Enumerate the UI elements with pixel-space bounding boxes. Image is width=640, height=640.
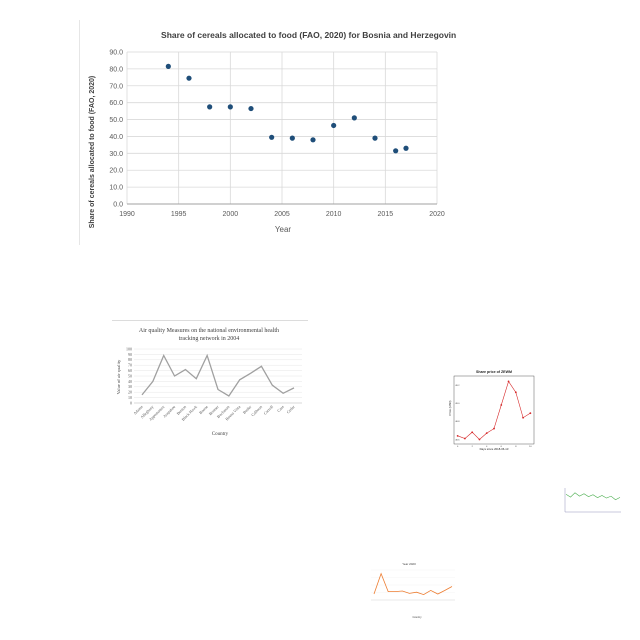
y-tick-label: 10.0	[109, 185, 123, 192]
x-tick-label: Arapahoe	[162, 404, 177, 419]
y-tick-label: 50.0	[109, 117, 123, 124]
share-price-chart: Share price of ZEWM Price (USD) Days sin…	[448, 368, 540, 453]
x-tick-label: Butler	[242, 404, 253, 415]
y-tick-label: 80.0	[109, 66, 123, 73]
data-point	[507, 380, 510, 383]
x-tick-label: Boone	[198, 404, 209, 415]
x-tick-label: 1990	[119, 211, 135, 218]
data-point	[289, 135, 295, 141]
data-point	[464, 437, 466, 440]
y-tick-label: 90.0	[109, 50, 123, 57]
data-point	[403, 145, 409, 151]
data-point	[207, 104, 213, 110]
data-point	[514, 391, 517, 394]
y-tick-label: 0.0	[113, 202, 123, 209]
chart-title-line-2: tracking network in 2004	[179, 336, 240, 342]
green-line-svg	[564, 488, 621, 513]
y-tick-label: 90	[128, 352, 132, 357]
data-point	[500, 404, 503, 406]
y-tick-label: 30.0	[109, 151, 123, 158]
data-point	[331, 122, 337, 129]
y-tick-label: 48.6	[455, 439, 460, 441]
y-tick-label: 80	[128, 357, 132, 362]
y-tick-label: 60	[128, 368, 132, 373]
data-point	[522, 416, 524, 419]
chart-title: Year 2020	[402, 562, 416, 566]
y-tick-label: 49.0	[455, 403, 460, 405]
data-point	[269, 134, 275, 140]
x-tick-label: 8	[515, 446, 517, 448]
data-point	[248, 105, 254, 112]
x-tick-label: Benton	[175, 404, 187, 416]
data-point	[310, 137, 316, 143]
data-point	[485, 432, 488, 435]
y-tick-label: 49.2	[455, 385, 460, 387]
x-tick-label: Calhoun	[250, 404, 263, 417]
y-tick-label: 20.0	[109, 168, 123, 175]
y-tick-label: 40.0	[109, 134, 123, 141]
data-point	[227, 104, 233, 110]
x-tick-label: 10	[529, 446, 532, 448]
x-tick-label: 2020	[429, 211, 445, 218]
data-point	[471, 431, 474, 434]
y-tick-label: 60.0	[109, 100, 123, 107]
x-tick-label: 2005	[274, 211, 290, 218]
x-tick-label: Cedar	[285, 404, 296, 415]
year-2020-svg: Year 2020 Country	[371, 562, 455, 619]
plot-frame	[453, 375, 535, 445]
air-quality-line-chart: Air quality Measures on the national env…	[112, 320, 308, 443]
x-axis-label: Year	[275, 225, 292, 234]
y-tick-label: 0	[130, 400, 132, 405]
chart-title: Share price of ZEWM	[476, 370, 512, 374]
y-tick-label: 50	[128, 373, 132, 378]
y-tick-label: 30	[128, 384, 132, 389]
series-line	[565, 492, 621, 501]
cereals-scatter-chart: Share of cereals allocated to food (FAO,…	[79, 20, 456, 245]
cereals-scatter-svg: Share of cereals allocated to food (FAO,…	[89, 30, 456, 234]
x-tick-label: 1995	[171, 211, 187, 218]
y-axis-label: Value of air quality	[116, 359, 121, 394]
data-point	[456, 434, 459, 437]
y-axis-label: Price (USD)	[448, 400, 452, 415]
x-tick-label: Adams	[132, 404, 144, 416]
data-point	[493, 427, 495, 430]
y-tick-label: 70.0	[109, 83, 123, 90]
chart-title: Share of cereals allocated to food (FAO,…	[161, 30, 456, 40]
y-tick-label: 20	[128, 390, 132, 395]
y-tick-label: 10	[128, 395, 132, 400]
x-tick-label: 4	[486, 446, 488, 448]
share-price-svg: Share price of ZEWM Price (USD) Days sin…	[448, 370, 535, 451]
data-point	[478, 438, 481, 441]
series-line	[457, 380, 531, 440]
x-tick-label: Cass	[276, 404, 285, 413]
x-tick-label: 0	[457, 446, 459, 448]
x-tick-label: Carroll	[262, 404, 274, 416]
series-line	[141, 353, 295, 397]
x-tick-label: 2000	[223, 211, 239, 218]
data-point	[351, 115, 357, 121]
y-tick-label: 48.8	[455, 421, 460, 423]
x-tick-label: 2015	[378, 211, 394, 218]
x-axis-label: Country	[412, 615, 422, 619]
green-line-chart	[561, 484, 623, 518]
chart-title-line-1: Air quality Measures on the national env…	[139, 328, 279, 334]
y-tick-label: 70	[128, 363, 132, 368]
year-2020-line-chart: Year 2020 Country	[359, 558, 460, 621]
x-axis-label: Days since 2018-06-13	[480, 447, 509, 451]
data-point	[186, 75, 192, 81]
data-point	[393, 148, 399, 154]
data-point	[165, 63, 171, 69]
data-point	[372, 135, 378, 141]
y-tick-label: 100	[126, 346, 132, 351]
y-axis-label: Share of cereals allocated to food (FAO,…	[89, 76, 96, 229]
series-line	[373, 572, 453, 596]
x-axis-label: Country	[212, 432, 229, 437]
data-point	[529, 412, 532, 415]
x-tick-label: 2	[472, 446, 474, 448]
air-quality-svg: Air quality Measures on the national env…	[116, 328, 302, 437]
x-tick-label: 6	[501, 446, 503, 448]
x-tick-label: 2010	[326, 211, 342, 218]
y-tick-label: 40	[128, 379, 132, 384]
